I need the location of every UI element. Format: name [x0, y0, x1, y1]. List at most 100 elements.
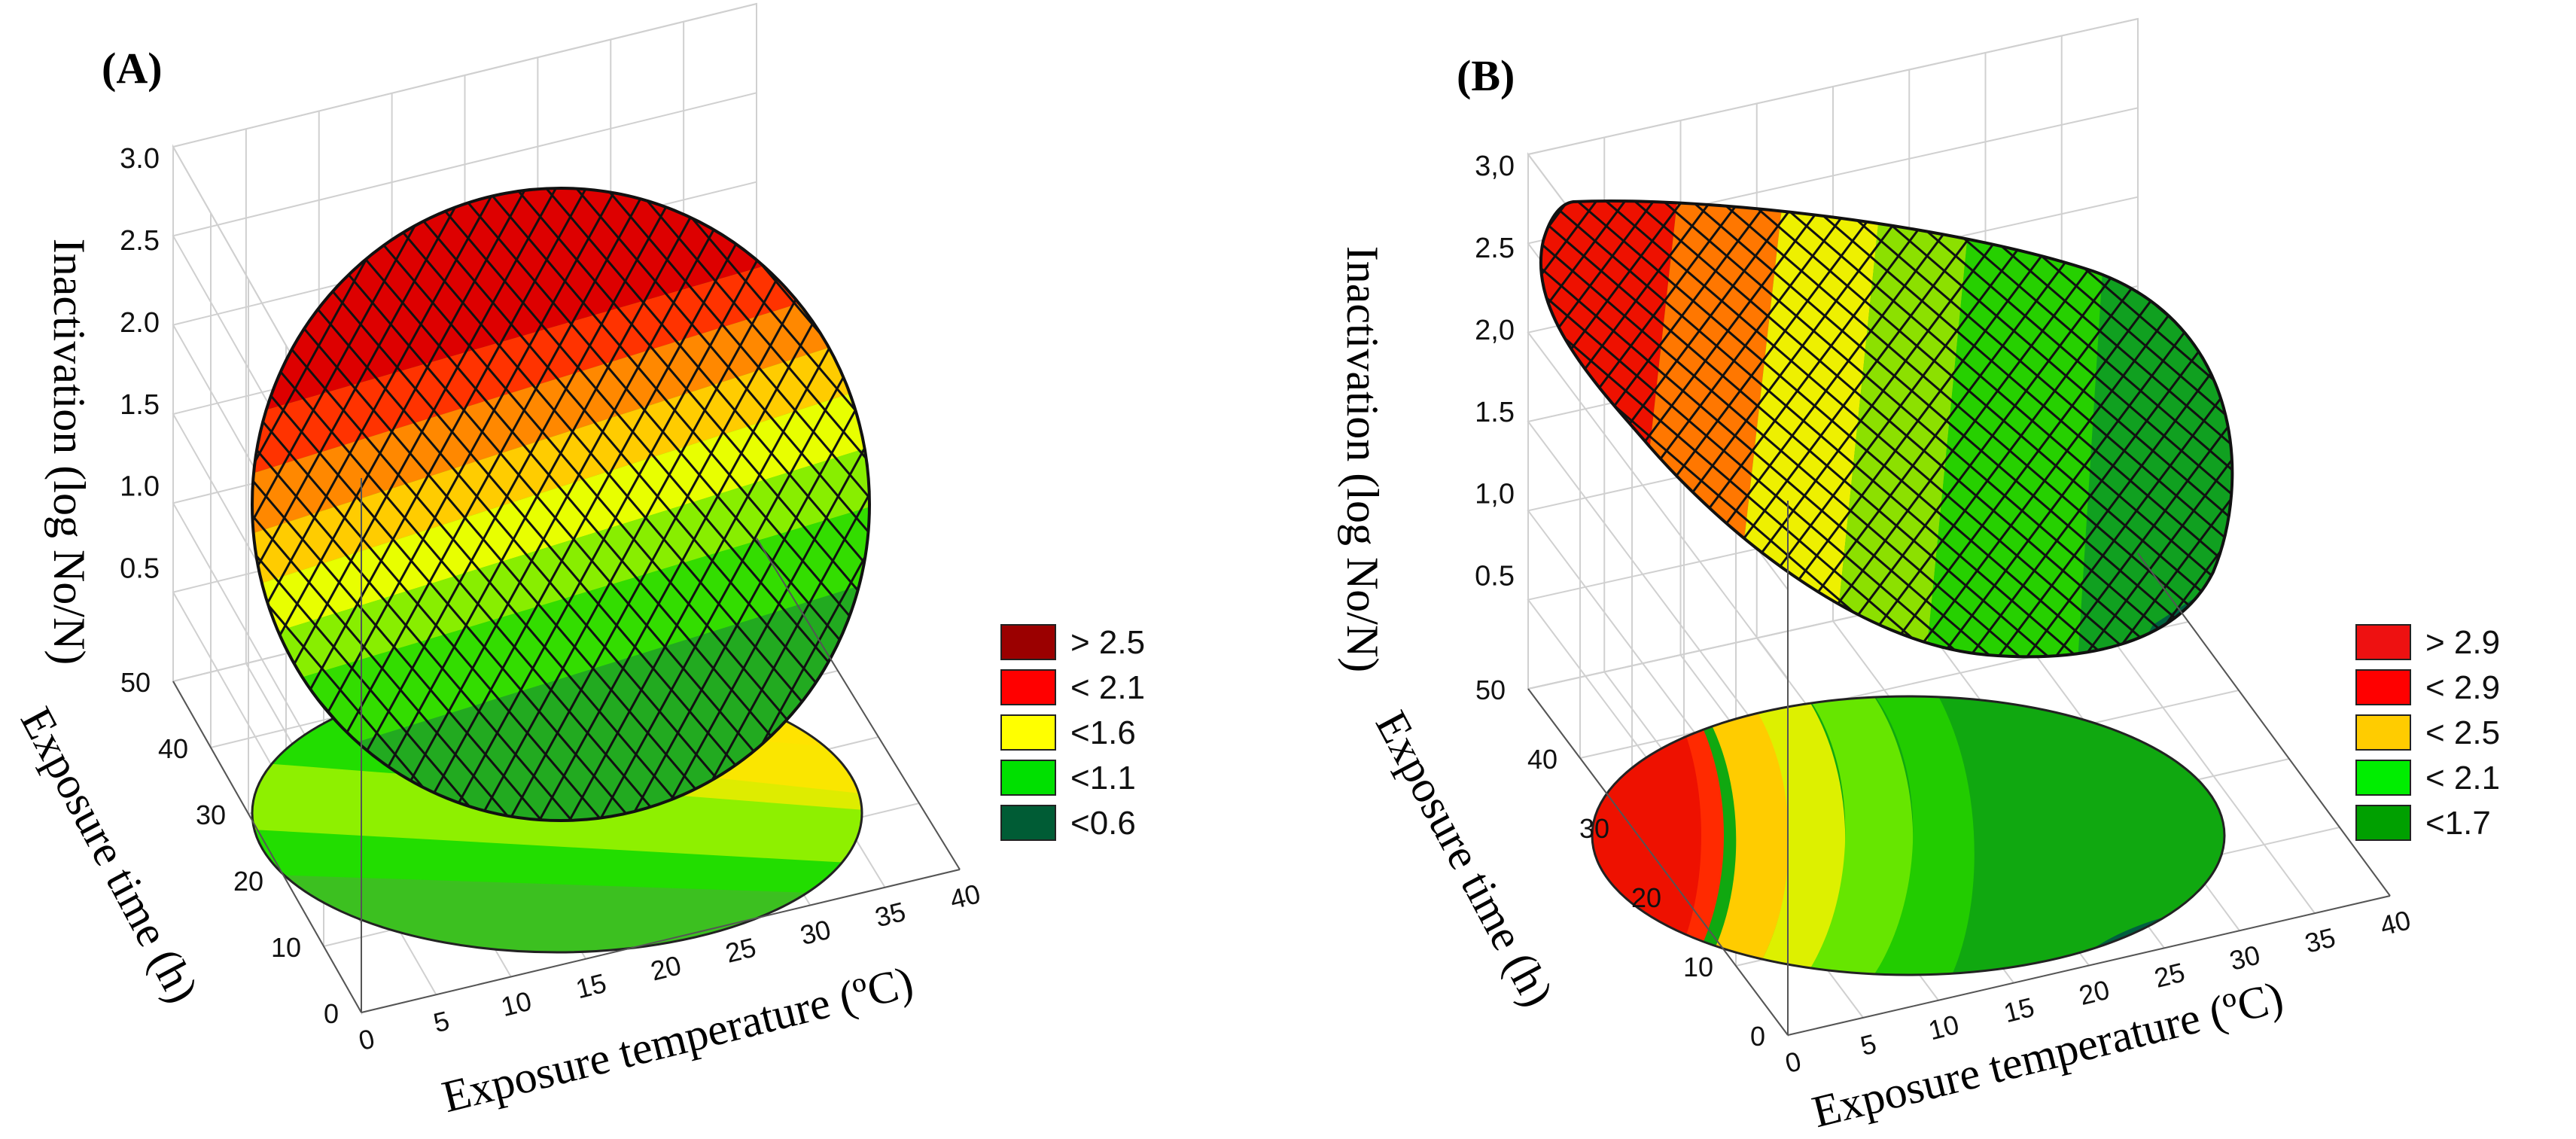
panel-a: (A) 0.5 1.0 1.5 2.0 2.5 3.0 0 — [0, 2, 1502, 1122]
panel-b-mesh-line — [953, 181, 1326, 678]
panel-b-y-tick-label: 10 — [1683, 952, 1713, 982]
panel-b-mesh-line — [1540, 200, 1728, 657]
panel-b-mesh-line — [1953, 200, 2233, 657]
panel-a-y-tick-label: 30 — [196, 799, 226, 830]
panel-b-mesh-line — [2269, 181, 2576, 678]
panel-b-mesh-line — [839, 181, 1211, 678]
panel-b-mesh-line — [2441, 181, 2576, 678]
panel-b-mesh-line — [2526, 181, 2576, 678]
panel-a-x-tick-label: 0 — [355, 1023, 377, 1057]
panel-b-mesh-line — [2067, 200, 2233, 657]
panel-b-x-axis — [1787, 895, 2391, 1036]
panel-b-legend-swatch — [2355, 760, 2411, 796]
panel-b-mesh-line — [1553, 200, 2130, 657]
panel-b-x-tick-label: 20 — [2076, 974, 2113, 1011]
panel-b-mesh-line — [1125, 181, 1497, 678]
panel-b-mesh-line — [2555, 181, 2576, 678]
panel-a-mesh-line — [435, 188, 811, 821]
panel-b-mesh-line — [1540, 200, 1613, 657]
panel-b-mesh-line — [1540, 200, 1930, 657]
panel-b-mesh-line — [1925, 200, 2233, 657]
panel-b-y-tick-label: 40 — [1527, 744, 1557, 775]
panel-b-mesh-line — [1540, 200, 2102, 657]
panel-a-mesh-line — [525, 188, 869, 821]
panel-b-mesh-line — [924, 181, 1297, 678]
panel-b-legend-label: <1.7 — [2425, 805, 2491, 842]
panel-a-mesh-line — [252, 188, 653, 821]
panel-a-y-tick-label: 0 — [324, 998, 339, 1029]
panel-b-mesh-line — [2297, 181, 2576, 678]
panel-b-mesh-line — [2526, 181, 2576, 678]
panel-b-mesh-line — [2469, 181, 2576, 678]
panel-b-mesh-line — [1896, 200, 2233, 657]
panel-b-x-tick-label: 5 — [1857, 1028, 1879, 1061]
panel-b-x-tick-label: 0 — [1782, 1046, 1804, 1080]
panel-a-x-tick-label: 30 — [797, 914, 834, 951]
panel-b-x-tick-label: 15 — [2001, 991, 2038, 1028]
panel-b-right-edge — [2137, 553, 2391, 897]
panel-a-x-tick-label: 20 — [647, 949, 684, 986]
panel-b-surface-outline — [1539, 199, 2234, 659]
panel-a-y-tick-label: 50 — [120, 667, 151, 698]
panel-a-mesh-line — [556, 188, 869, 821]
panel-a-mesh-line — [285, 188, 660, 821]
panel-b-mesh-line — [1540, 200, 2016, 657]
panel-a-mesh-line — [0, 166, 19, 843]
panel-a-legend: > 2.5 < 2.1 <1.6 <1.1 <0.6 — [1000, 624, 1145, 842]
panel-b-y-tick-label: 30 — [1579, 813, 1609, 844]
panel-b-x-tick-label: 10 — [1926, 1009, 1962, 1046]
panel-b-y-tick-label: 50 — [1475, 675, 1506, 705]
panel-a-mesh-line — [252, 188, 419, 821]
panel-b-z-tick-label: 1,0 — [1475, 479, 1515, 510]
panel-b-mesh-line — [1540, 200, 1959, 657]
panel-b-mesh-line — [1540, 200, 1670, 657]
panel-b-y-tick-label: 20 — [1631, 882, 1661, 913]
panel-a-mesh-line — [465, 188, 869, 821]
panel-a-mesh-line — [706, 188, 869, 821]
panel-a-z-tick-label: 2.0 — [120, 307, 160, 339]
panel-a-y-tick-label: 10 — [271, 932, 301, 963]
panel-a-mesh-line — [252, 188, 713, 821]
panel-b-mesh-line — [2326, 181, 2576, 678]
panel-b-mesh-line — [2355, 181, 2576, 678]
panel-a-mesh-line — [345, 188, 720, 821]
panel-a-mesh-line — [252, 188, 502, 821]
panel-b-mesh-line — [2269, 181, 2576, 678]
panel-a-x-axis — [361, 869, 961, 1013]
panel-a-mesh-line — [1129, 166, 1502, 843]
panel-b-legend-swatch — [2355, 669, 2411, 705]
panel-a-legend-label: <0.6 — [1070, 805, 1136, 842]
panel-a-mesh-line — [586, 188, 869, 821]
panel-a-y-tick-label: 20 — [233, 866, 263, 897]
panel-b-legend-label: > 2.9 — [2425, 624, 2500, 661]
panel-a-zlabel: Inactivation (log No/N) — [44, 239, 94, 665]
panel-b-mesh-line — [2498, 181, 2576, 678]
panel-b-mesh-line — [1753, 200, 2233, 657]
panel-b-legend-label: < 2.5 — [2425, 714, 2500, 751]
panel-b-mesh-line — [2124, 200, 2233, 657]
panel-b-mesh-line — [839, 181, 1414, 678]
panel-b-mesh-line — [896, 181, 1268, 678]
panel-a-x-tick-label: 15 — [573, 967, 610, 1004]
panel-b-mesh-line — [953, 181, 1529, 678]
panel-b-mesh-line — [1010, 181, 1383, 678]
panel-b-mesh-line — [2182, 200, 2233, 657]
panel-b-mesh-line — [1540, 200, 2073, 657]
panel-b-mesh-line — [810, 181, 1183, 678]
panel-b-mesh-line — [1582, 200, 2159, 657]
panel-a-mesh-line — [405, 188, 781, 821]
panel-b-mesh-line — [2182, 200, 2233, 657]
panel-b-mesh-line — [2210, 200, 2233, 657]
panel-b-x-tick-label: 25 — [2151, 957, 2188, 994]
panel-a-legend-label: < 2.1 — [1070, 669, 1145, 706]
panel-a-mesh-line — [315, 188, 690, 821]
panel-b-mesh-line — [2010, 200, 2233, 657]
panel-a-y-tick-label: 40 — [158, 733, 188, 764]
panel-b-mesh-line — [2039, 200, 2233, 657]
panel-b-legend-swatch — [2355, 805, 2411, 841]
panel-b-mesh-line — [1981, 200, 2233, 657]
panel-a-mesh-line — [252, 188, 623, 821]
panel-b-label: (B) — [1457, 51, 1515, 100]
panel-b-axes: 0.5 1,0 1.5 2,0 2.5 3,0 0 10 20 30 40 50 0 5 10 15 20 25 3… — [1475, 151, 2413, 1079]
panel-b-y-tick-label: 0 — [1750, 1021, 1765, 1052]
